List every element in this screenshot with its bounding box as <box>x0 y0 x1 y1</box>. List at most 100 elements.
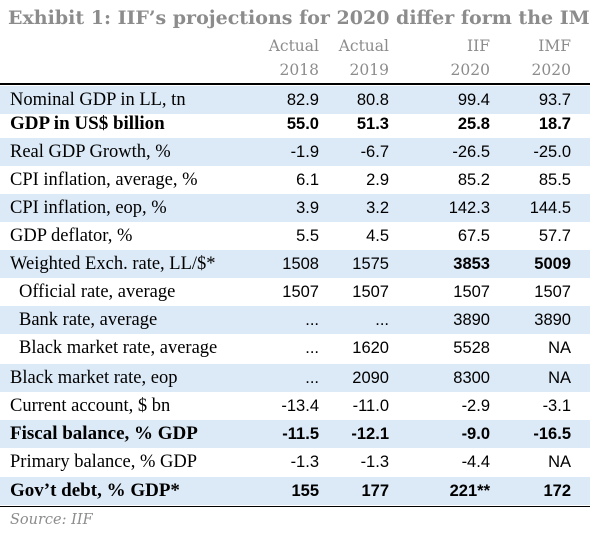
cell-value: -4.4 <box>461 453 490 471</box>
header-imf-2020-line2: 2020 <box>531 61 571 79</box>
row-label: Black market rate, average <box>19 338 218 358</box>
source-note: Source: IIF <box>10 512 93 528</box>
cell-value: -1.3 <box>360 453 389 471</box>
cell-value: 3.9 <box>296 199 319 217</box>
cell-value: 2.9 <box>366 171 389 189</box>
cell-value: 5528 <box>453 339 490 357</box>
cell-value: 57.7 <box>538 227 571 245</box>
cell-value: -9.0 <box>461 425 490 443</box>
row-label: Bank rate, average <box>19 310 158 330</box>
cell-value: 3.2 <box>366 199 389 217</box>
cell-value: 1575 <box>352 255 389 273</box>
cell-value: ... <box>305 369 319 387</box>
cell-value: NA <box>548 339 571 357</box>
cell-value: 1507 <box>282 283 319 301</box>
cell-value: 142.3 <box>448 199 490 217</box>
row-label: Gov’t debt, % GDP* <box>10 480 180 501</box>
cell-value: 6.1 <box>296 171 319 189</box>
cell-value: 1507 <box>453 283 490 301</box>
cell-value: 99.4 <box>457 91 490 109</box>
cell-value: 177 <box>361 482 389 500</box>
row-label: CPI inflation, average, % <box>10 170 198 190</box>
table-row: Weighted Exch. rate, LL/$* 1508 1575 385… <box>0 250 590 278</box>
cell-value: ... <box>305 339 319 357</box>
row-label: Black market rate, eop <box>10 368 178 388</box>
column-header-row-1: Actual Actual IIF IMF <box>0 34 590 58</box>
row-label: CPI inflation, eop, % <box>10 198 167 218</box>
table-row: Gov’t debt, % GDP* 155 177 221** 172 <box>0 477 590 505</box>
cell-value: ... <box>375 311 389 329</box>
row-label: Primary balance, % GDP <box>10 452 198 472</box>
cell-value: 3853 <box>453 255 490 273</box>
cell-value: 155 <box>291 482 319 500</box>
cell-value: -13.4 <box>281 397 319 415</box>
cell-value: 144.5 <box>529 199 571 217</box>
cell-value: 221** <box>449 482 490 500</box>
table-row: GDP in US$ billion 55.0 51.3 25.8 18.7 <box>0 110 590 138</box>
cell-value: -6.7 <box>360 143 389 161</box>
cell-value: 1507 <box>534 283 571 301</box>
footer-rule <box>0 506 590 507</box>
cell-value: -3.1 <box>542 397 571 415</box>
table-row: Bank rate, average ... ... 3890 3890 <box>0 306 590 334</box>
table-row: Real GDP Growth, % -1.9 -6.7 -26.5 -25.0 <box>0 138 590 166</box>
cell-value: 67.5 <box>457 227 490 245</box>
row-label: Weighted Exch. rate, LL/$* <box>10 254 216 274</box>
row-label: GDP in US$ billion <box>10 113 165 134</box>
cell-value: 1507 <box>352 283 389 301</box>
cell-value: -1.9 <box>290 143 319 161</box>
cell-value: 1620 <box>352 339 389 357</box>
cell-value: -26.5 <box>452 143 490 161</box>
row-label: Fiscal balance, % GDP <box>10 423 198 444</box>
cell-value: -11.5 <box>282 425 319 443</box>
table-row: Current account, $ bn -13.4 -11.0 -2.9 -… <box>0 392 590 420</box>
cell-value: 55.0 <box>286 115 319 133</box>
cell-value: 18.7 <box>538 115 571 133</box>
header-iif-2020-line2: 2020 <box>450 61 490 79</box>
cell-value: 4.5 <box>366 227 389 245</box>
cell-value: 5009 <box>534 255 571 273</box>
cell-value: 3890 <box>534 311 571 329</box>
cell-value: 1508 <box>282 255 319 273</box>
table-row: GDP deflator, % 5.5 4.5 67.5 57.7 <box>0 222 590 250</box>
header-actual-2019-line2: 2019 <box>349 61 389 79</box>
cell-value: -11.0 <box>352 397 389 415</box>
cell-value: 51.3 <box>356 115 389 133</box>
table-row: Black market rate, average ... 1620 5528… <box>0 334 590 362</box>
cell-value: 93.7 <box>538 91 571 109</box>
cell-value: 80.8 <box>356 91 389 109</box>
row-label: GDP deflator, % <box>10 226 133 246</box>
column-header-row-2: 2018 2019 2020 2020 <box>0 58 590 82</box>
cell-value: 2090 <box>352 369 389 387</box>
table-row: Black market rate, eop ... 2090 8300 NA <box>0 364 590 392</box>
row-label: Real GDP Growth, % <box>10 142 171 162</box>
header-actual-2019-line1: Actual <box>338 37 389 55</box>
cell-value: 82.9 <box>286 91 319 109</box>
cell-value: 3890 <box>453 311 490 329</box>
table-row: Fiscal balance, % GDP -11.5 -12.1 -9.0 -… <box>0 420 590 448</box>
header-rule <box>0 83 590 85</box>
table-row: Nominal GDP in LL, tn 82.9 80.8 99.4 93.… <box>0 86 590 114</box>
cell-value: 25.8 <box>457 115 490 133</box>
cell-value: -12.1 <box>351 425 389 443</box>
cell-value: -25.0 <box>533 143 571 161</box>
row-label: Official rate, average <box>19 282 176 302</box>
cell-value: -16.5 <box>533 425 571 443</box>
header-actual-2018-line1: Actual <box>268 37 319 55</box>
table-row: CPI inflation, average, % 6.1 2.9 85.2 8… <box>0 166 590 194</box>
cell-value: -1.3 <box>290 453 319 471</box>
header-actual-2018-line2: 2018 <box>279 61 319 79</box>
cell-value: 85.5 <box>538 171 571 189</box>
exhibit-title: Exhibit 1: IIF’s projections for 2020 di… <box>8 7 590 29</box>
cell-value: 85.2 <box>457 171 490 189</box>
cell-value: 8300 <box>453 369 490 387</box>
cell-value: 5.5 <box>296 227 319 245</box>
cell-value: 172 <box>543 482 571 500</box>
cell-value: -2.9 <box>461 397 490 415</box>
header-imf-2020-line1: IMF <box>538 37 571 55</box>
cell-value: NA <box>548 453 571 471</box>
cell-value: ... <box>305 311 319 329</box>
row-label: Nominal GDP in LL, tn <box>10 90 186 110</box>
table-row: Official rate, average 1507 1507 1507 15… <box>0 278 590 306</box>
